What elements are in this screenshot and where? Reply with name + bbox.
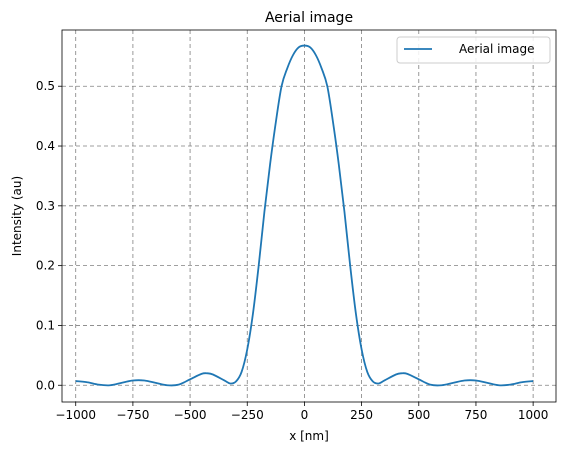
y-tick-label: 0.0 xyxy=(36,378,55,392)
y-tick-label: 0.1 xyxy=(36,318,55,332)
legend-box xyxy=(396,36,551,64)
y-tick-label: 0.2 xyxy=(36,259,55,273)
x-tick-label: 0 xyxy=(301,408,309,422)
y-tick-label: 0.5 xyxy=(36,79,55,93)
x-tick-label: 250 xyxy=(350,408,373,422)
axes-frame xyxy=(61,29,557,403)
legend: Aerial image xyxy=(396,36,551,64)
x-axis: −1000 −750 −500 −250 0 250 500 750 1000 xyxy=(55,402,548,422)
x-tick-label: −1000 xyxy=(55,408,96,422)
y-axis: 0.0 0.1 0.2 0.3 0.4 0.5 xyxy=(36,79,62,392)
series-line-aerial-image xyxy=(75,44,534,387)
y-tick-label: 0.3 xyxy=(36,199,55,213)
x-axis-label: x [nm] xyxy=(289,429,329,443)
x-tick-label: 500 xyxy=(407,408,430,422)
plot-area xyxy=(75,44,534,387)
x-tick-label: −750 xyxy=(116,408,149,422)
chart-title: Aerial image xyxy=(265,10,353,26)
grid xyxy=(62,30,556,402)
x-tick-label: −500 xyxy=(174,408,207,422)
x-tick-label: 1000 xyxy=(518,408,549,422)
y-tick-label: 0.4 xyxy=(36,139,55,153)
legend-label: Aerial image xyxy=(459,42,535,56)
y-axis-label: Intensity (au) xyxy=(10,176,24,256)
x-tick-label: −250 xyxy=(231,408,264,422)
x-tick-label: 750 xyxy=(465,408,488,422)
